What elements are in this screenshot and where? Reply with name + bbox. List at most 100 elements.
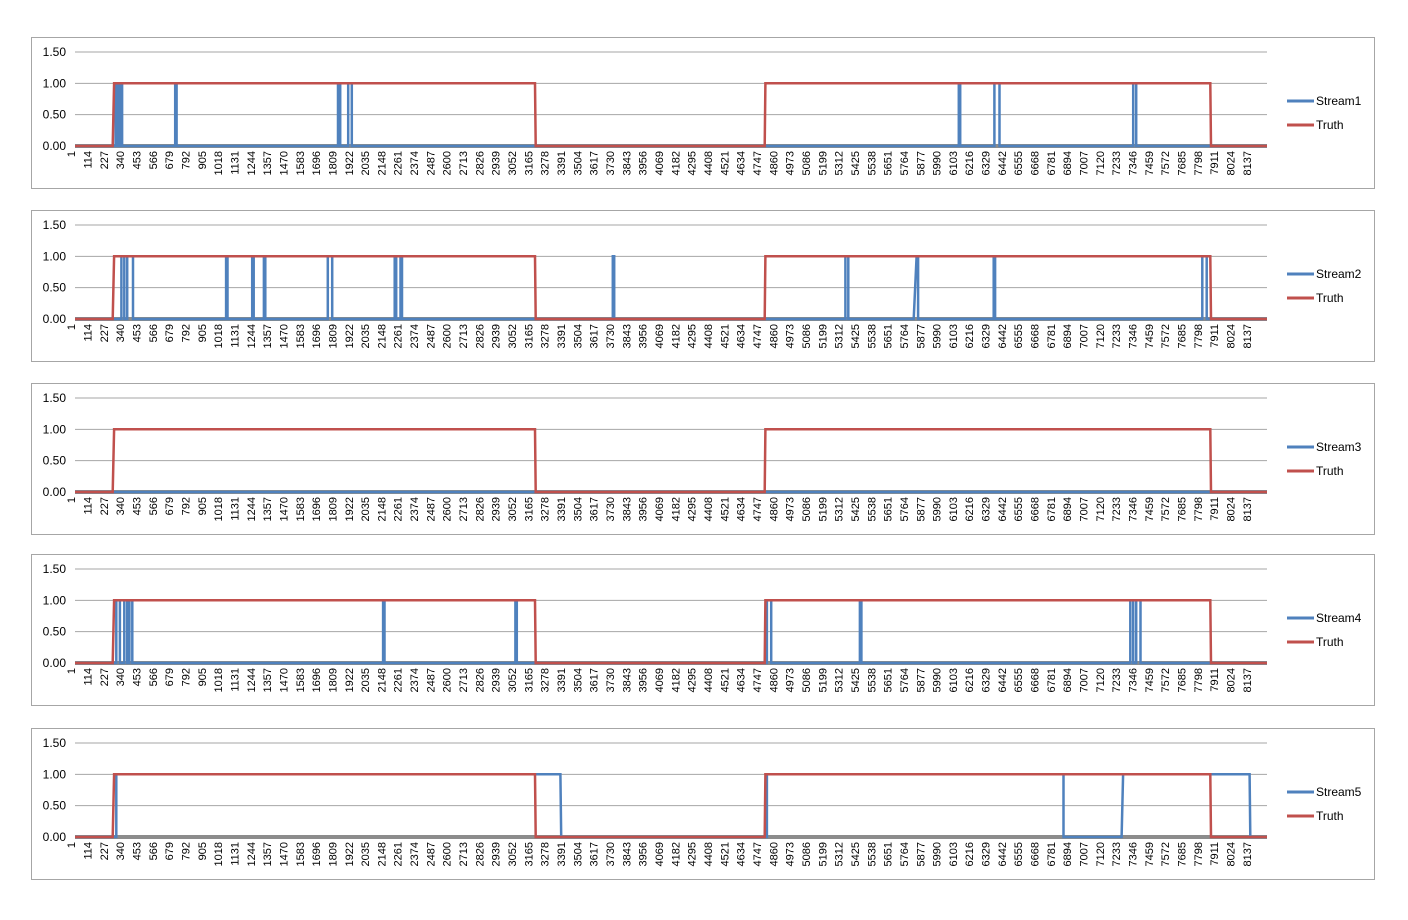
x-tick-label: 5199 xyxy=(817,842,829,866)
x-tick-label: 2487 xyxy=(425,842,437,866)
x-tick-label: 114 xyxy=(82,324,94,342)
x-tick-label: 4860 xyxy=(768,842,780,866)
x-tick-label: 4860 xyxy=(768,497,780,521)
x-tick-label: 1131 xyxy=(229,842,241,866)
x-tick-label: 1922 xyxy=(344,151,356,175)
x-tick-label: 4860 xyxy=(768,151,780,175)
x-tick-label: 4182 xyxy=(670,668,682,692)
x-tick-label: 8137 xyxy=(1242,668,1254,692)
legend-label: Stream5 xyxy=(1316,785,1362,799)
x-tick-label: 5199 xyxy=(817,151,829,175)
x-tick-label: 6329 xyxy=(981,497,993,521)
x-tick-label: 3165 xyxy=(523,842,535,866)
x-tick-label: 905 xyxy=(197,668,209,686)
x-tick-label: 4408 xyxy=(703,497,715,521)
x-tick-label: 5877 xyxy=(915,151,927,175)
x-tick-label: 5312 xyxy=(834,497,846,521)
x-tick-label: 4747 xyxy=(752,151,764,175)
x-tick-label: 4295 xyxy=(687,668,699,692)
x-tick-label: 3843 xyxy=(621,497,633,521)
x-tick-label: 2600 xyxy=(442,668,454,692)
chart-svg: 0.00 0.50 1.00 1.50 1 114 227 340 453 566 679 792 90… xyxy=(43,45,1362,175)
x-tick-label: 4521 xyxy=(719,842,731,866)
x-tick-label: 7120 xyxy=(1095,324,1107,348)
x-tick-label: 4973 xyxy=(785,842,797,866)
x-tick-label: 7911 xyxy=(1209,842,1221,866)
x-tick-label: 4521 xyxy=(719,151,731,175)
y-tick-label: 1.00 xyxy=(43,767,67,781)
x-tick-label: 5312 xyxy=(834,668,846,692)
x-tick-label: 566 xyxy=(148,668,160,686)
x-tick-label: 2713 xyxy=(458,151,470,175)
x-tick-label: 3956 xyxy=(638,151,650,175)
x-tick-label: 4295 xyxy=(687,497,699,521)
y-tick-label: 0.50 xyxy=(43,281,67,295)
x-tick-label: 3278 xyxy=(540,668,552,692)
y-tick-label: 0.00 xyxy=(43,485,67,499)
x-tick-label: 4973 xyxy=(785,668,797,692)
x-tick-label: 1244 xyxy=(246,842,258,866)
x-tick-label: 1696 xyxy=(311,842,323,866)
x-tick-label: 5199 xyxy=(817,324,829,348)
x-tick-label: 2939 xyxy=(491,668,503,692)
x-tick-label: 6894 xyxy=(1062,324,1074,348)
y-tick-label: 1.50 xyxy=(43,45,67,59)
x-tick-label: 227 xyxy=(99,497,111,515)
x-tick-label: 3956 xyxy=(638,497,650,521)
x-tick-label: 4408 xyxy=(703,151,715,175)
x-tick-label: 6668 xyxy=(1030,324,1042,348)
x-tick-label: 4634 xyxy=(736,668,748,692)
legend-label: Truth xyxy=(1316,809,1344,823)
x-tick-label: 227 xyxy=(99,324,111,342)
x-tick-label: 1018 xyxy=(213,668,225,692)
chart-panel-2: 0.00 0.50 1.00 1.50 1 114 227 340 453 566 679 792 90… xyxy=(31,210,1375,362)
x-tick-label: 905 xyxy=(197,324,209,342)
x-tick-label: 3617 xyxy=(589,668,601,692)
y-tick-label: 1.00 xyxy=(43,422,67,436)
x-tick-label: 7911 xyxy=(1209,324,1221,348)
x-tick-label: 7911 xyxy=(1209,668,1221,692)
x-tick-label: 453 xyxy=(131,497,143,515)
x-tick-label: 3617 xyxy=(589,842,601,866)
y-tick-label: 1.00 xyxy=(43,76,67,90)
x-tick-label: 5538 xyxy=(866,497,878,521)
x-tick-label: 1357 xyxy=(262,497,274,521)
y-tick-label: 0.00 xyxy=(43,656,67,670)
x-tick-label: 4295 xyxy=(687,151,699,175)
x-tick-label: 1696 xyxy=(311,497,323,521)
x-tick-label: 114 xyxy=(82,151,94,169)
x-tick-label: 4408 xyxy=(703,324,715,348)
x-tick-label: 5990 xyxy=(932,497,944,521)
x-tick-label: 905 xyxy=(197,151,209,169)
x-tick-label: 7685 xyxy=(1177,151,1189,175)
x-tick-label: 2713 xyxy=(458,842,470,866)
x-tick-label: 2600 xyxy=(442,324,454,348)
x-tick-label: 7572 xyxy=(1160,151,1172,175)
x-tick-label: 4069 xyxy=(654,842,666,866)
x-tick-label: 5199 xyxy=(817,668,829,692)
x-tick-label: 6894 xyxy=(1062,668,1074,692)
x-tick-label: 227 xyxy=(99,842,111,860)
x-tick-label: 3052 xyxy=(507,151,519,175)
x-tick-label: 5312 xyxy=(834,842,846,866)
x-tick-label: 4634 xyxy=(736,497,748,521)
x-tick-label: 1583 xyxy=(295,497,307,521)
x-tick-label: 6894 xyxy=(1062,151,1074,175)
x-tick-label: 7572 xyxy=(1160,668,1172,692)
x-tick-label: 3730 xyxy=(605,842,617,866)
x-tick-label: 1244 xyxy=(246,324,258,348)
x-tick-label: 679 xyxy=(164,497,176,515)
x-tick-label: 7007 xyxy=(1079,324,1091,348)
x-tick-label: 4069 xyxy=(654,151,666,175)
chart-panel-4: 0.00 0.50 1.00 1.50 1 114 227 340 453 566 679 792 90… xyxy=(31,554,1375,706)
series-line-stream1 xyxy=(75,82,1267,148)
x-tick-label: 1357 xyxy=(262,151,274,175)
x-tick-label: 3165 xyxy=(523,497,535,521)
x-tick-label: 4069 xyxy=(654,324,666,348)
x-tick-label: 3956 xyxy=(638,668,650,692)
x-tick-label: 7346 xyxy=(1128,668,1140,692)
x-tick-label: 1583 xyxy=(295,151,307,175)
x-tick-label: 4860 xyxy=(768,668,780,692)
x-tick-label: 679 xyxy=(164,842,176,860)
y-tick-label: 1.50 xyxy=(43,218,67,232)
